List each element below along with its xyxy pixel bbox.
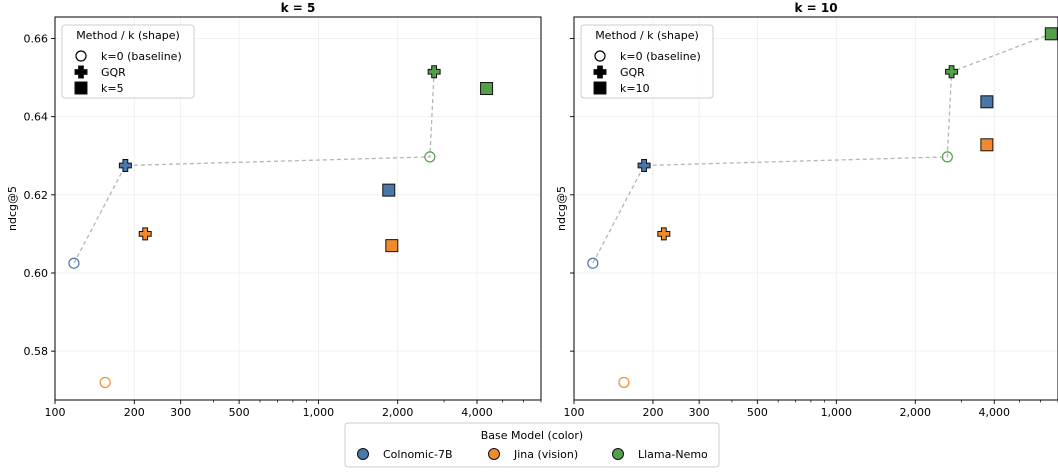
x-tick-label: 300 [689,406,710,419]
shape-legend-label: k=10 [620,82,650,95]
chart-panel-1: 100 200 300 500 1,000 2,000 4,000 0.58 0.60 0.62 0… [6,1,542,419]
shape-legend-title: Method / k (shape) [595,29,699,42]
point-jina-vision-k-10 [980,138,994,152]
point-jina-vision-k-0-baseline [618,376,630,389]
shape-legend: Method / k (shape) k=0 (baseline) GQR k=10 [580,24,714,99]
shape-legend: Method / k (shape) k=0 (baseline) GQR k=5 [61,24,195,99]
x-tick-label: 500 [747,406,768,419]
point-jina-vision-k-5 [385,239,399,253]
y-tick-label: 0.62 [24,189,49,202]
color-legend-label: Jina (vision) [513,448,578,461]
x-tick-label: 1,000 [303,406,335,419]
chart-title: k = 5 [281,1,316,15]
color-legend-marker [612,448,624,460]
point-llama-nemo-k-5 [480,82,494,96]
point-jina-vision-gqr [138,227,152,241]
x-tick-label: 2,000 [900,406,932,419]
frontier-line [73,71,435,264]
shape-legend-label: k=5 [101,82,124,95]
shape-legend-marker [74,65,88,79]
point-jina-vision-gqr [657,227,671,241]
axes-frame [54,16,542,401]
chart-title: k = 10 [794,1,837,15]
shape-legend-label: k=0 (baseline) [620,50,701,63]
color-legend-title: Base Model (color) [481,429,583,442]
x-tick-label: 100 [564,406,585,419]
point-jina-vision-k-0-baseline [99,376,111,389]
point-colnomic-7b-k-0-baseline [587,257,599,269]
y-axis-label: ndcg@5 [555,186,568,231]
shape-legend-label: k=0 (baseline) [101,50,182,63]
y-tick-label: 0.66 [24,32,49,45]
shape-legend-label: GQR [620,66,645,79]
y-tick-label: 0.64 [24,111,49,124]
x-tick-label: 1,000 [821,406,853,419]
x-tick-label: 200 [124,406,145,419]
color-legend-marker [488,448,500,460]
point-llama-nemo-k-0-baseline [941,151,953,163]
y-tick-label: 0.58 [24,345,49,358]
shape-legend-marker [74,81,88,95]
y-tick-label: 0.60 [24,267,49,280]
x-tick-label: 300 [170,406,191,419]
x-tick-label: 100 [45,406,66,419]
shape-legend-label: GQR [101,66,126,79]
shape-legend-marker [75,50,87,62]
color-legend-box [344,422,720,468]
frontier-line [592,33,1052,264]
color-legend: Base Model (color) Colnomic-7B Jina (visio… [344,422,720,468]
point-colnomic-7b-gqr [118,159,132,173]
color-legend-marker [357,448,369,460]
color-legend-label: Llama-Nemo [638,448,708,461]
y-axis-label: ndcg@5 [6,186,19,231]
x-tick-label: 2,000 [382,406,414,419]
point-colnomic-7b-k-0-baseline [68,257,80,269]
point-llama-nemo-gqr [427,65,441,79]
color-legend-label: Colnomic-7B [383,448,453,461]
x-tick-label: 500 [229,406,250,419]
shape-legend-box [580,24,714,99]
point-llama-nemo-gqr [945,65,959,79]
axes-frame [573,16,1058,401]
point-llama-nemo-k-10 [1044,27,1058,41]
point-llama-nemo-k-0-baseline [424,151,436,163]
point-colnomic-7b-k-10 [980,95,994,109]
shape-legend-title: Method / k (shape) [76,29,180,42]
chart-panel-2: 100 200 300 500 1,000 2,000 4,000 k = 10 ndcg@5 M… [555,1,1058,419]
shape-legend-box [61,24,195,99]
shape-legend-marker [593,81,607,95]
shape-legend-marker [593,65,607,79]
x-tick-label: 4,000 [978,406,1010,419]
point-colnomic-7b-gqr [637,159,651,173]
shape-legend-marker [594,50,606,62]
x-tick-label: 200 [642,406,663,419]
x-tick-label: 4,000 [461,406,493,419]
point-colnomic-7b-k-5 [382,183,396,197]
